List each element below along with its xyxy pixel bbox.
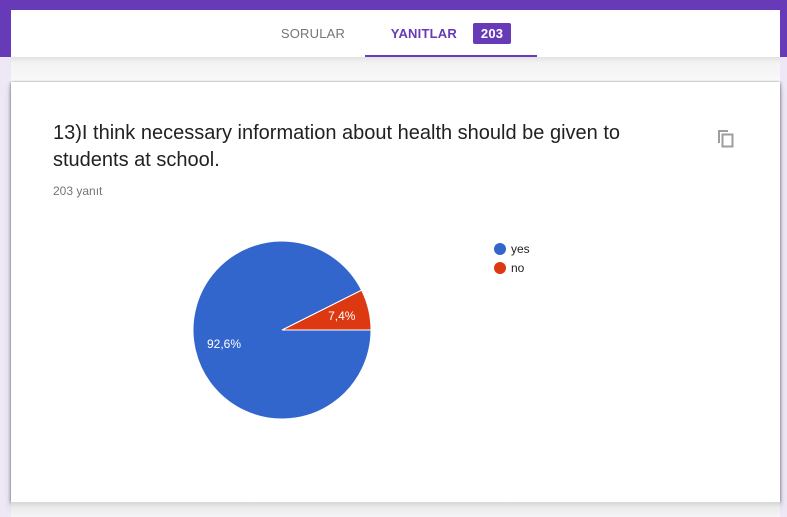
legend-label-yes: yes — [511, 241, 530, 256]
tab-questions[interactable]: SORULAR — [261, 10, 365, 57]
tab-bar: SORULAR YANITLAR 203 — [11, 10, 780, 57]
response-count: 203 yanıt — [53, 184, 103, 198]
pie-label-yes: 92,6% — [207, 337, 241, 351]
question-title: 13)I think necessary information about h… — [53, 122, 621, 171]
legend-label-no: no — [511, 260, 525, 275]
question-card: 13)I think necessary information about h… — [11, 82, 780, 502]
copy-icon[interactable] — [714, 127, 736, 149]
pie-chart: 7,4% 92,6% — [181, 230, 381, 430]
next-card-shadow — [11, 502, 780, 517]
tabs: SORULAR YANITLAR 203 — [11, 10, 780, 57]
active-tab-indicator — [365, 55, 537, 57]
legend-dot-yes — [494, 242, 506, 255]
header-shadow — [11, 57, 780, 82]
tab-questions-label: SORULAR — [280, 26, 346, 41]
legend-item-no[interactable]: no — [494, 258, 530, 277]
tab-responses[interactable]: YANITLAR 203 — [365, 10, 537, 57]
response-count-badge: 203 — [472, 23, 512, 44]
pie-slice-yes[interactable] — [192, 240, 372, 420]
tab-responses-label: YANITLAR — [390, 26, 457, 41]
chart-legend: yes no — [494, 239, 530, 277]
pie-label-no: 7,4% — [328, 309, 356, 323]
pie-slices — [192, 240, 372, 420]
legend-dot-no — [494, 261, 506, 274]
legend-item-yes[interactable]: yes — [494, 239, 530, 258]
pie-labels: 7,4% 92,6% — [207, 309, 356, 351]
